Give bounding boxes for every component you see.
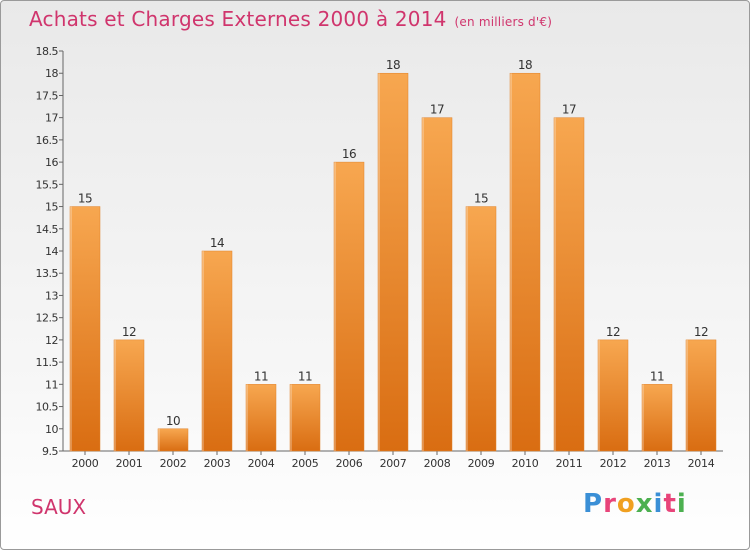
chart-bars xyxy=(69,72,717,452)
logo-letter: P xyxy=(583,489,604,519)
y-tick-label: 14.5 xyxy=(36,223,59,236)
x-tick-label-2009: 2009 xyxy=(468,457,495,470)
bar-highlight xyxy=(510,73,512,451)
data-label-2014: 12 xyxy=(694,325,708,339)
logo-letter: i xyxy=(676,489,687,519)
bar-highlight xyxy=(554,117,556,452)
x-tick-label-2005: 2005 xyxy=(292,457,319,470)
logo-letter: i xyxy=(653,489,664,519)
data-label-2009: 15 xyxy=(474,192,488,206)
y-tick-label: 13 xyxy=(45,289,58,302)
bar-2014 xyxy=(685,339,717,452)
bar-2003 xyxy=(201,250,233,452)
bar-highlight xyxy=(246,384,248,451)
bar-highlight xyxy=(642,384,644,451)
bar-2007 xyxy=(377,72,409,452)
x-tick-label-2004: 2004 xyxy=(248,457,275,470)
bar-highlight xyxy=(466,206,468,451)
bar-2006 xyxy=(333,161,365,452)
bar-highlight xyxy=(378,73,380,451)
y-tick-label: 16.5 xyxy=(36,134,59,147)
bar-highlight xyxy=(70,206,72,451)
data-label-2007: 18 xyxy=(386,58,400,72)
place-name: SAUX xyxy=(31,495,87,519)
y-tick-label: 10 xyxy=(45,423,58,436)
bar-2008 xyxy=(421,117,453,452)
bar-highlight xyxy=(598,339,600,451)
bar-2000 xyxy=(69,206,101,452)
logo-letter: r xyxy=(603,489,617,519)
x-tick-label-2007: 2007 xyxy=(380,457,407,470)
bar-highlight xyxy=(114,339,116,451)
y-tick-label: 18.5 xyxy=(36,45,59,58)
x-tick-label-2008: 2008 xyxy=(424,457,451,470)
y-tick-label: 11 xyxy=(45,378,58,391)
bar-2013 xyxy=(641,384,673,452)
data-label-2000: 15 xyxy=(78,192,92,206)
logo-letter: o xyxy=(616,489,636,519)
bar-highlight xyxy=(290,384,292,451)
x-tick-label-2002: 2002 xyxy=(160,457,187,470)
data-label-2006: 16 xyxy=(342,147,356,161)
data-label-2003: 14 xyxy=(210,236,224,250)
logo-letter: t xyxy=(663,489,677,519)
bar-highlight xyxy=(334,162,336,451)
x-tick-label-2013: 2013 xyxy=(644,457,671,470)
data-label-2012: 12 xyxy=(606,325,620,339)
proxiti-logo: Proxiti xyxy=(583,489,687,519)
data-label-2008: 17 xyxy=(430,103,444,117)
chart-title-text: Achats et Charges Externes 2000 à 2014 xyxy=(29,7,447,31)
x-tick-label-2001: 2001 xyxy=(116,457,143,470)
chart-labels: 15 2000 12 2001 10 2002 14 2003 11 2004 11 2005 16 20… xyxy=(72,58,715,470)
x-tick-label-2003: 2003 xyxy=(204,457,231,470)
bar-2004 xyxy=(245,384,277,452)
bar-2001 xyxy=(113,339,145,452)
y-tick-label: 18 xyxy=(45,67,58,80)
y-tick-label: 17.5 xyxy=(36,89,59,102)
bar-2009 xyxy=(465,206,497,452)
x-tick-label-2006: 2006 xyxy=(336,457,363,470)
x-tick-label-2011: 2011 xyxy=(556,457,583,470)
bar-2002 xyxy=(157,428,189,452)
data-label-2004: 11 xyxy=(254,369,268,383)
y-tick-label: 12.5 xyxy=(36,312,59,325)
y-tick-label: 10.5 xyxy=(36,401,59,414)
x-tick-label-2014: 2014 xyxy=(688,457,715,470)
data-label-2010: 18 xyxy=(518,58,532,72)
y-tick-label: 13.5 xyxy=(36,267,59,280)
x-tick-label-2010: 2010 xyxy=(512,457,539,470)
chart-title: Achats et Charges Externes 2000 à 2014 (e… xyxy=(29,7,552,31)
y-tick-label: 11.5 xyxy=(36,356,59,369)
x-tick-label-2012: 2012 xyxy=(600,457,627,470)
bar-highlight xyxy=(202,251,204,451)
y-tick-label: 15.5 xyxy=(36,178,59,191)
y-tick-label: 15 xyxy=(45,201,58,214)
data-label-2002: 10 xyxy=(166,414,180,428)
logo-letter: x xyxy=(635,489,654,519)
bar-2012 xyxy=(597,339,629,452)
y-tick-label: 9.5 xyxy=(42,445,58,458)
bar-2010 xyxy=(509,72,541,452)
y-tick-label: 17 xyxy=(45,112,58,125)
y-tick-label: 16 xyxy=(45,156,58,169)
chart-axes: 9.5 10 10.5 11 11.5 12 12.5 13 13.5 14 14.5 15 15.5 1… xyxy=(36,45,723,458)
x-tick-label-2000: 2000 xyxy=(72,457,99,470)
data-label-2013: 11 xyxy=(650,369,664,383)
data-label-2001: 12 xyxy=(122,325,136,339)
y-tick-label: 14 xyxy=(45,245,58,258)
data-label-2011: 17 xyxy=(562,103,576,117)
bar-highlight xyxy=(158,428,160,451)
bar-highlight xyxy=(686,339,688,451)
bar-2011 xyxy=(553,117,585,452)
chart-subtitle: (en milliers d'€) xyxy=(454,15,553,29)
data-label-2005: 11 xyxy=(298,369,312,383)
y-tick-label: 12 xyxy=(45,334,58,347)
bar-highlight xyxy=(422,117,424,452)
bar-2005 xyxy=(289,384,321,452)
